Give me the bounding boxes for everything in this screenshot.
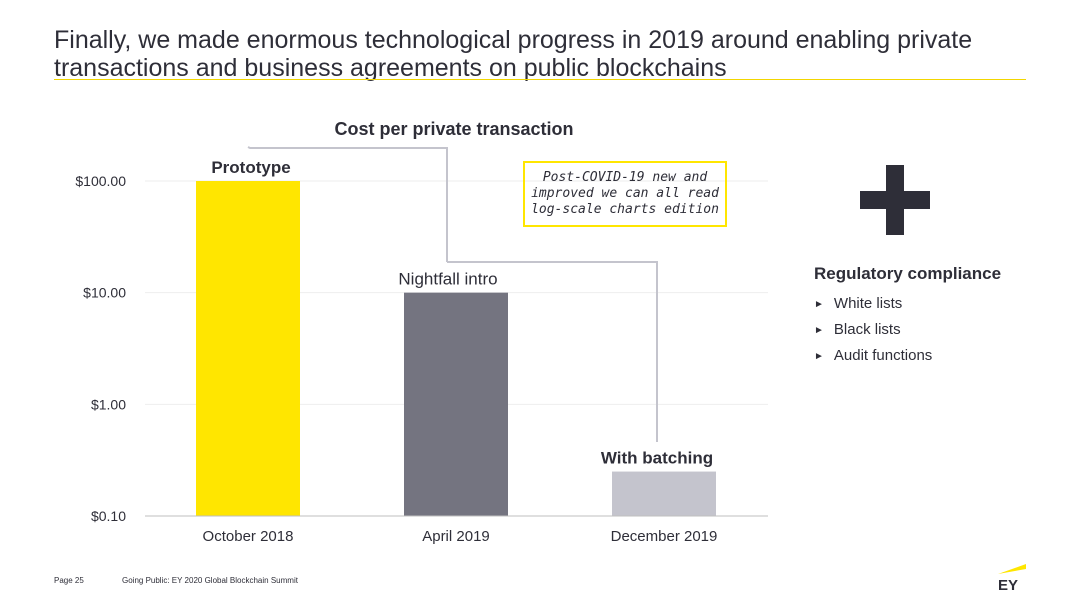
- bar-data-label: Nightfall intro: [398, 270, 497, 289]
- connector-line: [447, 261, 658, 442]
- bullet-arrow-icon: ►: [814, 351, 824, 362]
- note-line-1: Post-COVID-19 new and: [542, 170, 708, 185]
- bullet-arrow-icon: ►: [814, 299, 824, 310]
- page-number: Page 25: [54, 576, 84, 585]
- logo-text: EY: [998, 577, 1018, 592]
- footer-text: Going Public: EY 2020 Global Blockchain …: [122, 576, 298, 585]
- plus-icon: [860, 165, 930, 235]
- list-item: ► Audit functions: [814, 347, 933, 364]
- y-tick-label: $10.00: [83, 285, 126, 301]
- y-tick-label: $100.00: [75, 173, 126, 189]
- regulatory-heading: Regulatory compliance: [814, 264, 1002, 283]
- bar: [404, 292, 508, 516]
- chart-title: Cost per private transaction: [334, 119, 573, 139]
- title-underline: [54, 79, 1026, 80]
- log-scale-note: Post-COVID-19 new and improved we can al…: [523, 161, 727, 227]
- x-tick-label: April 2019: [422, 528, 490, 545]
- bar-data-label: With batching: [601, 449, 713, 468]
- regulatory-list: ► White lists ► Black lists ► Audit functio…: [814, 292, 932, 370]
- connector-line: [247, 146, 448, 262]
- list-item: ► White lists: [814, 295, 903, 312]
- cost-chart: Cost per private transaction $0.10 $1.00 $1…: [75, 119, 768, 545]
- note-line-3: log-scale charts edition: [531, 202, 719, 217]
- y-tick-label: $1.00: [91, 396, 126, 412]
- x-tick-label: December 2019: [611, 528, 718, 545]
- note-line-2: improved we can all read: [531, 186, 719, 201]
- bar-data-label: Prototype: [211, 158, 290, 177]
- page-title: Finally, we made enormous technological …: [54, 26, 973, 82]
- x-tick-label: October 2018: [203, 528, 294, 545]
- bar: [612, 471, 716, 516]
- ey-logo: EY: [998, 564, 1026, 592]
- bar: [196, 181, 300, 516]
- list-item: ► Black lists: [814, 321, 901, 338]
- y-tick-label: $0.10: [91, 508, 126, 524]
- bullet-arrow-icon: ►: [814, 325, 824, 336]
